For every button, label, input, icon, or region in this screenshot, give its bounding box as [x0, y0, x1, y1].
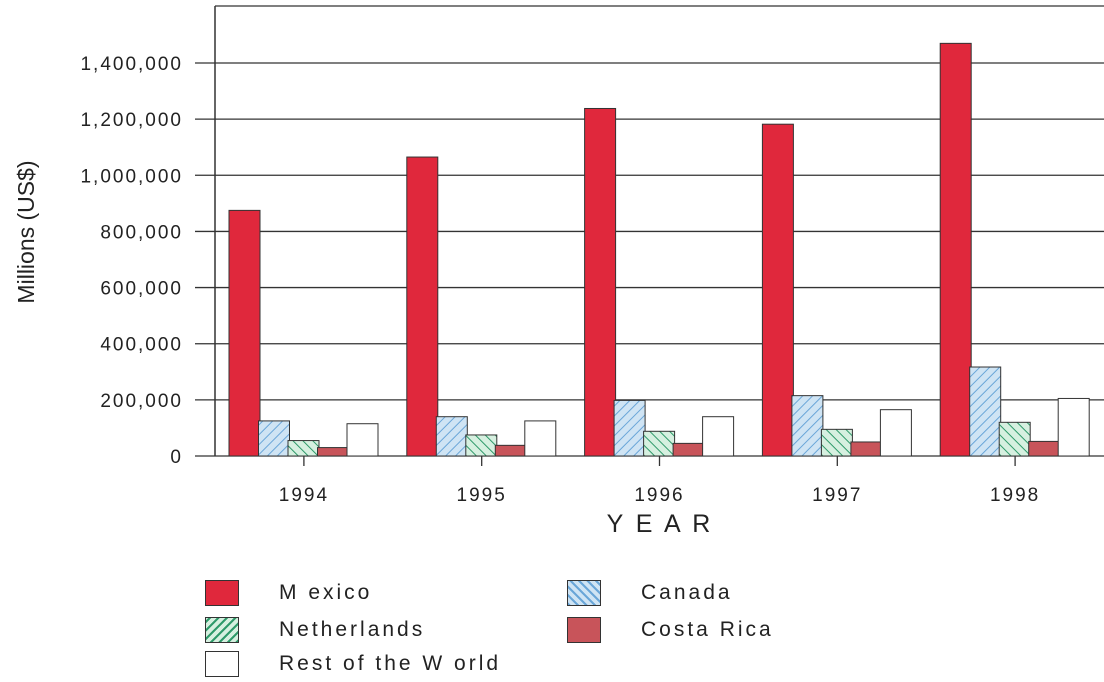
x-axis-title: Y E A R — [607, 510, 714, 538]
y-axis-title: Millions (US$) — [13, 160, 39, 303]
bar-netherlands-1998 — [998, 421, 1031, 457]
y-tick-label: 1,200,000 — [80, 110, 183, 131]
bar-mexico-1997 — [761, 123, 794, 457]
axes — [214, 5, 1104, 456]
bar-rest-of-the-w-orld-1997 — [879, 409, 912, 457]
legend-swatch-mexico — [205, 580, 239, 606]
gridlines — [195, 62, 1104, 457]
y-tick-label: 400,000 — [100, 335, 183, 356]
bar-mexico-1996 — [584, 107, 617, 457]
legend-item-rest: Rest of the W orld — [205, 651, 501, 677]
bar-canada-1994 — [258, 420, 290, 457]
x-tick-label: 1997 — [812, 485, 862, 506]
bar-canada-1998 — [969, 366, 1002, 457]
y-tick-label: 1,400,000 — [80, 54, 183, 75]
x-tick-label: 1995 — [457, 485, 507, 506]
bar-rest-of-the-w-orld-1998 — [1057, 397, 1090, 457]
x-tick-label: 1994 — [279, 485, 329, 506]
legend-swatch-netherlands — [205, 617, 239, 643]
legend-swatch-costa-rica — [567, 617, 601, 643]
y-tick-label: 200,000 — [100, 391, 183, 412]
y-tick-label: 1,000,000 — [80, 166, 183, 187]
bars — [228, 42, 1090, 457]
legend-label-mexico: M exico — [279, 581, 373, 604]
bar-mexico-1995 — [406, 156, 439, 457]
bar-rest-of-the-w-orld-1994 — [346, 423, 379, 457]
bar-canada-1996 — [613, 399, 646, 457]
bar-rest-of-the-w-orld-1996 — [702, 416, 735, 457]
bar-canada-1997 — [791, 395, 824, 457]
bar-netherlands-1997 — [820, 428, 853, 457]
x-tick-label: 1996 — [634, 485, 684, 506]
legend-label-canada: Canada — [641, 581, 733, 604]
legend-label-rest: Rest of the W orld — [279, 652, 502, 675]
legend-item-mexico: M exico — [205, 580, 372, 606]
legend-label-netherlands: Netherlands — [279, 618, 426, 641]
bar-rest-of-the-w-orld-1995 — [524, 420, 557, 457]
y-tick-label: 800,000 — [100, 222, 183, 243]
legend-item-canada: Canada — [567, 580, 733, 606]
legend-item-netherlands: Netherlands — [205, 617, 425, 643]
y-tick-label: 600,000 — [100, 279, 183, 300]
legend-swatch-rest — [205, 651, 239, 677]
legend-label-costa-rica: Costa Rica — [641, 618, 774, 641]
legend-item-costa-rica: Costa Rica — [567, 617, 774, 643]
tick-labels: 0 200,000 400,000 600,000 800,000 1,000,000 1,… — [80, 54, 1040, 506]
legend-swatch-canada — [567, 580, 601, 606]
y-tick-label: 0 — [170, 447, 183, 468]
x-tick-label: 1998 — [990, 485, 1040, 506]
bar-mexico-1994 — [228, 209, 261, 457]
bar-mexico-1998 — [939, 42, 972, 457]
